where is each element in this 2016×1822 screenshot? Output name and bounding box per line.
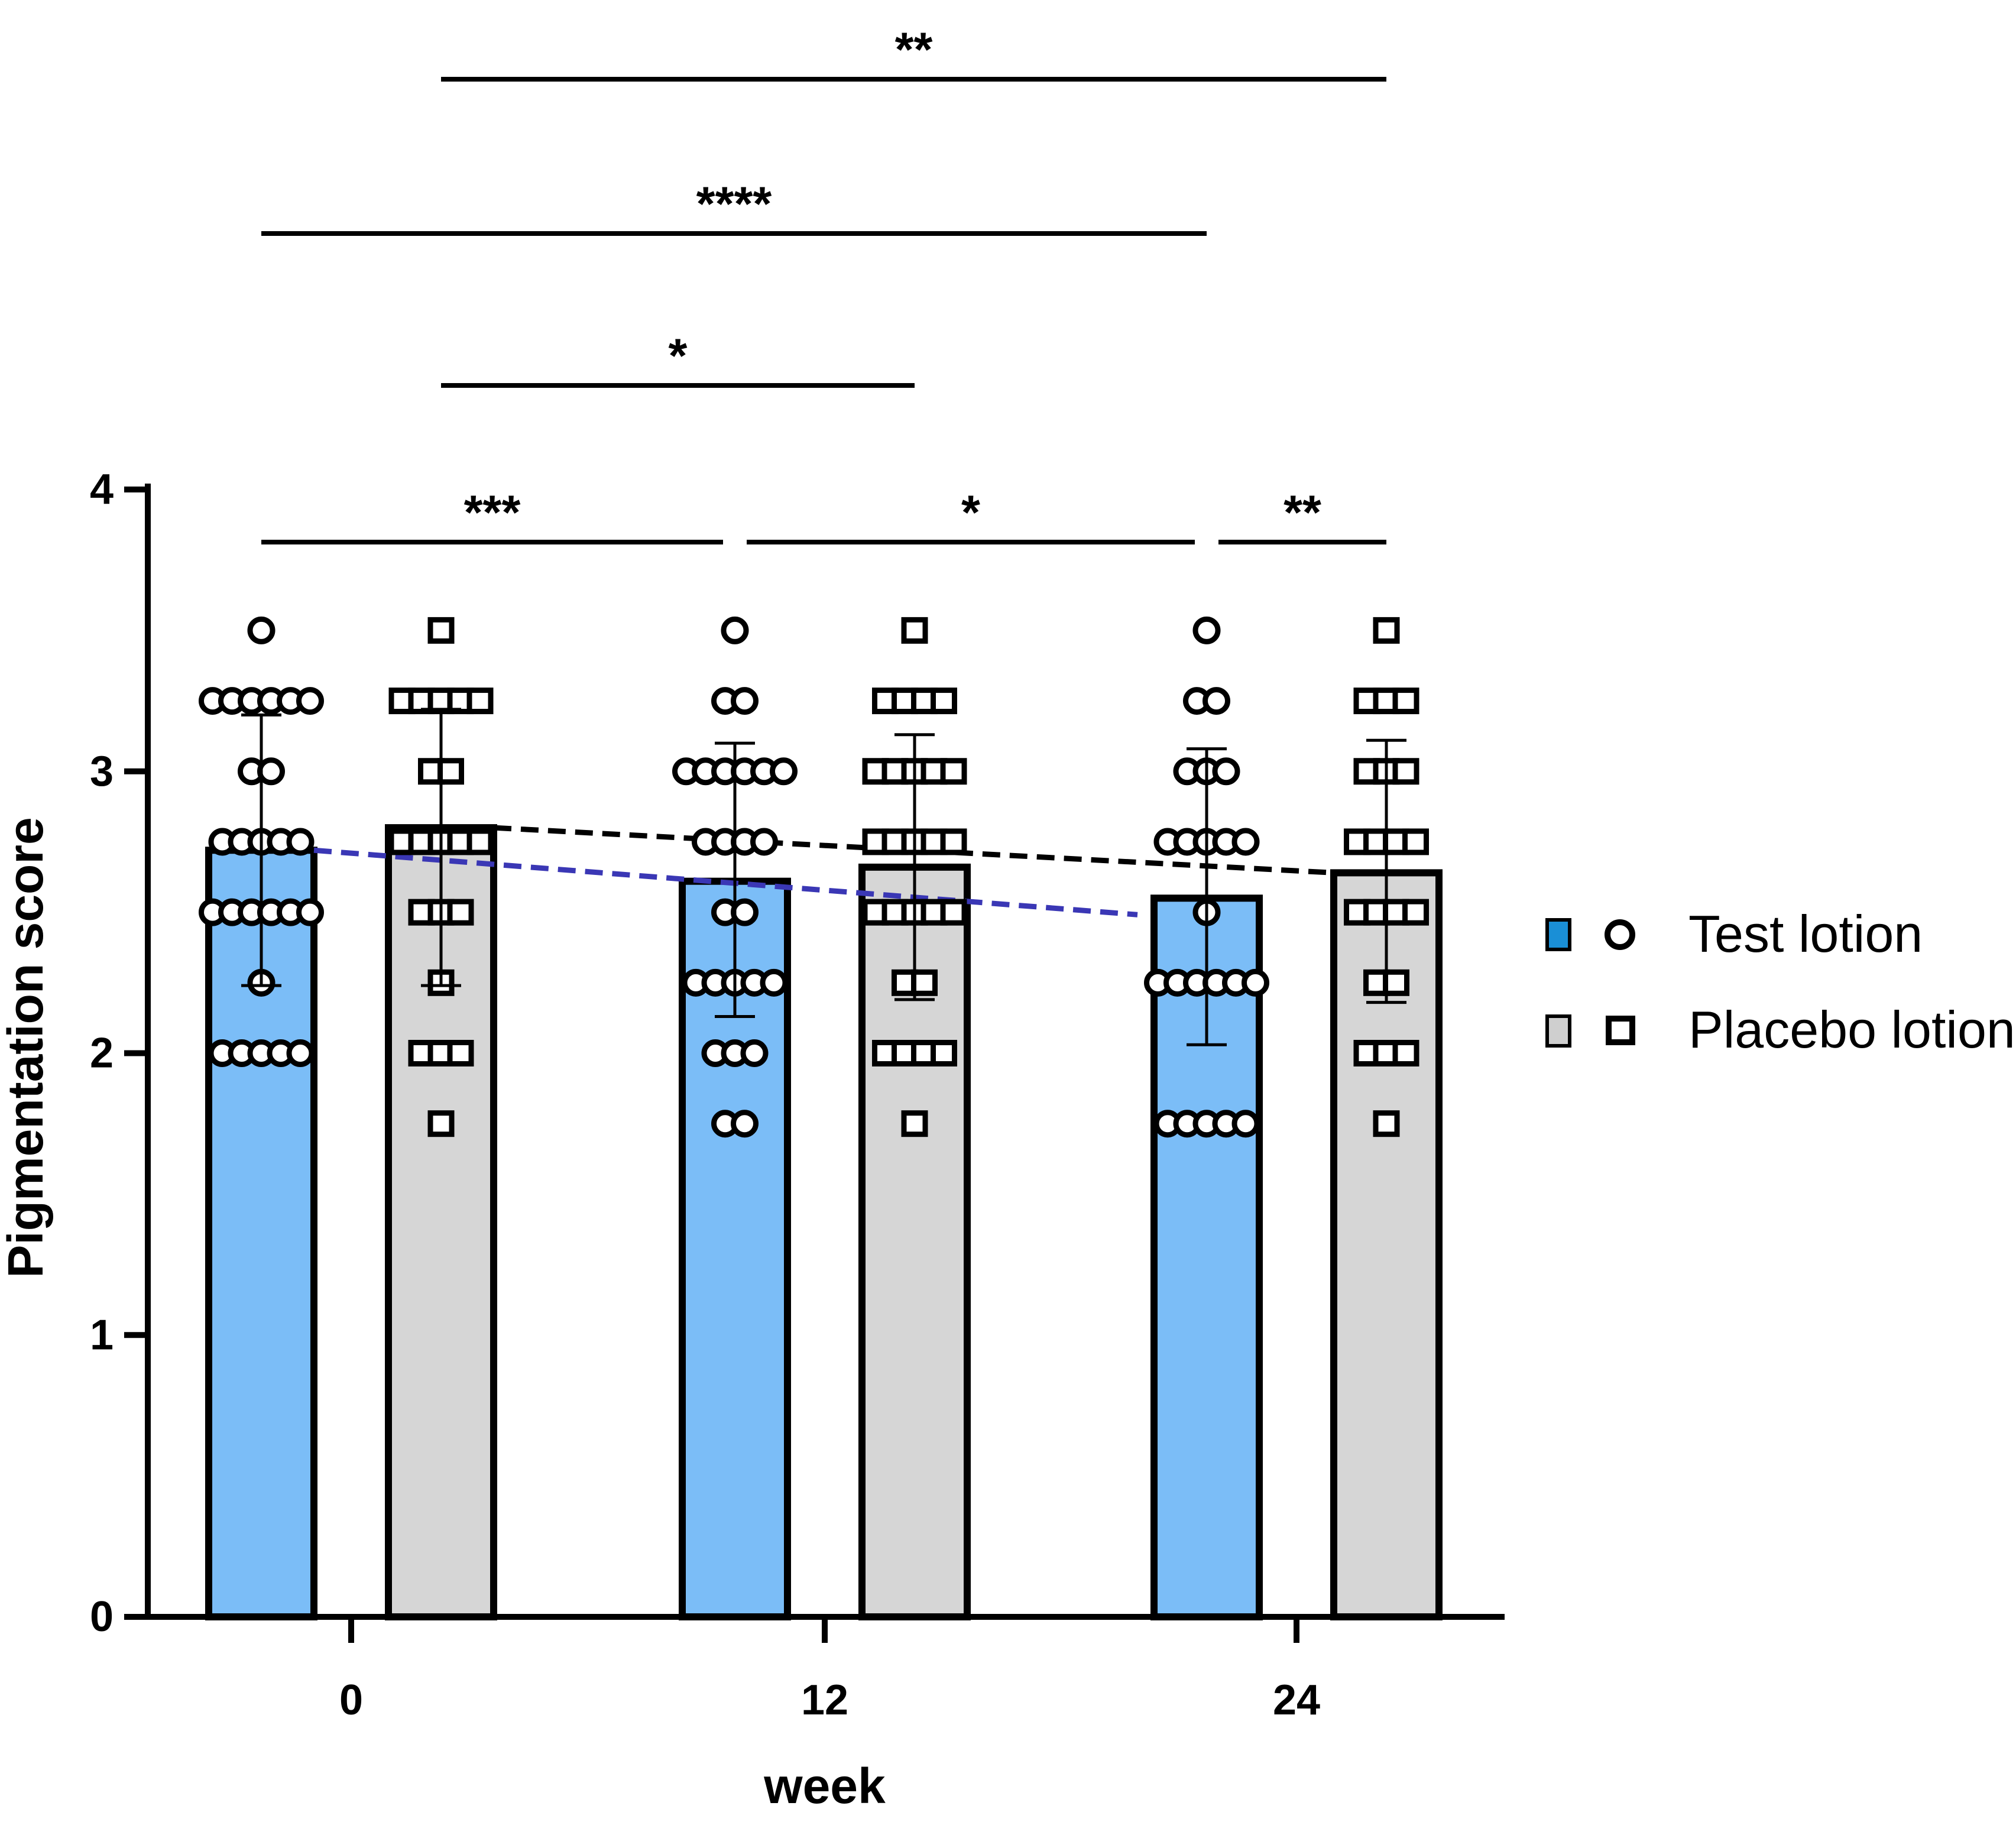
data-point-test <box>760 968 788 997</box>
data-point-test <box>731 1110 759 1138</box>
data-point-placebo <box>1392 688 1419 715</box>
error-bars-layer <box>241 708 1406 1046</box>
y-tick-label-1: 1 <box>90 1311 114 1359</box>
data-point-placebo <box>1402 899 1429 926</box>
significance-layer: ********** * ** <box>261 23 1386 544</box>
data-point-test <box>731 687 759 715</box>
data-point-test <box>257 757 285 786</box>
data-point-test <box>770 757 798 786</box>
significance-label-5: * <box>961 486 980 540</box>
data-point-test <box>1231 1110 1260 1138</box>
data-point-test <box>1203 687 1230 715</box>
y-tick-label-3: 3 <box>90 748 114 795</box>
data-point-placebo <box>1373 1110 1400 1137</box>
data-point-placebo <box>1402 828 1429 855</box>
data-point-placebo <box>466 828 494 855</box>
data-point-test <box>1231 828 1260 856</box>
data-point-test <box>247 616 276 644</box>
data-point-test <box>286 1039 315 1067</box>
significance-label-3: * <box>669 329 688 383</box>
data-point-placebo <box>901 1110 928 1137</box>
data-point-test <box>721 616 749 644</box>
data-point-placebo <box>447 1040 474 1066</box>
data-point-placebo <box>931 1040 957 1066</box>
legend-label-placebo: Placebo lotion <box>1688 1000 2015 1059</box>
data-point-placebo <box>931 688 957 715</box>
y-tick-label-4: 4 <box>90 466 114 513</box>
data-point-test <box>731 898 759 926</box>
data-point-test <box>1242 968 1269 997</box>
data-point-test <box>286 828 315 856</box>
y-axis-title: Pigmentation score <box>0 817 53 1278</box>
bars-layer <box>205 824 1443 1620</box>
legend-swatch-placebo <box>1545 1014 1571 1048</box>
y-tick-label-0: 0 <box>90 1593 114 1641</box>
legend-label-test: Test lotion <box>1688 904 1923 963</box>
data-point-placebo <box>427 617 455 644</box>
data-point-placebo <box>1392 758 1419 785</box>
legend-marker-circle-icon <box>1605 919 1635 950</box>
legend-swatch-test <box>1545 918 1571 951</box>
legend: Test lotion Placebo lotion <box>1545 904 2015 1059</box>
bar-placebo-week-0 <box>385 824 497 1620</box>
significance-label-6: ** <box>1284 486 1321 540</box>
significance-label-4: *** <box>464 486 521 540</box>
trend-line-test <box>313 847 1138 918</box>
x-tick-label-0: 0 <box>339 1677 363 1724</box>
data-point-test <box>740 1039 769 1067</box>
data-point-test <box>1192 616 1221 644</box>
data-point-placebo <box>901 617 928 644</box>
data-point-placebo <box>911 969 938 996</box>
data-point-placebo <box>437 758 464 785</box>
data-point-placebo <box>447 899 474 926</box>
legend-marker-square-icon <box>1606 1016 1635 1045</box>
data-point-placebo <box>1383 969 1409 996</box>
x-tick-label-12: 12 <box>801 1677 848 1724</box>
data-point-test <box>296 898 324 926</box>
data-point-placebo <box>940 758 967 785</box>
data-point-test <box>1212 757 1240 786</box>
x-axis-title: week <box>763 1758 886 1814</box>
data-point-placebo <box>427 1110 455 1137</box>
legend-item-placebo: Placebo lotion <box>1545 1000 2015 1059</box>
data-point-placebo <box>466 688 494 715</box>
data-point-test <box>750 828 778 856</box>
data-point-placebo <box>940 899 967 926</box>
data-point-placebo <box>1392 1040 1419 1066</box>
legend-item-test: Test lotion <box>1545 904 1923 963</box>
data-point-test <box>296 687 324 715</box>
y-tick-label-2: 2 <box>90 1030 114 1077</box>
x-tick-label-24: 24 <box>1273 1677 1320 1724</box>
significance-label-2: **** <box>696 177 772 231</box>
significance-label-1: ** <box>895 23 933 77</box>
data-point-placebo <box>1373 617 1400 644</box>
data-point-placebo <box>940 828 967 855</box>
